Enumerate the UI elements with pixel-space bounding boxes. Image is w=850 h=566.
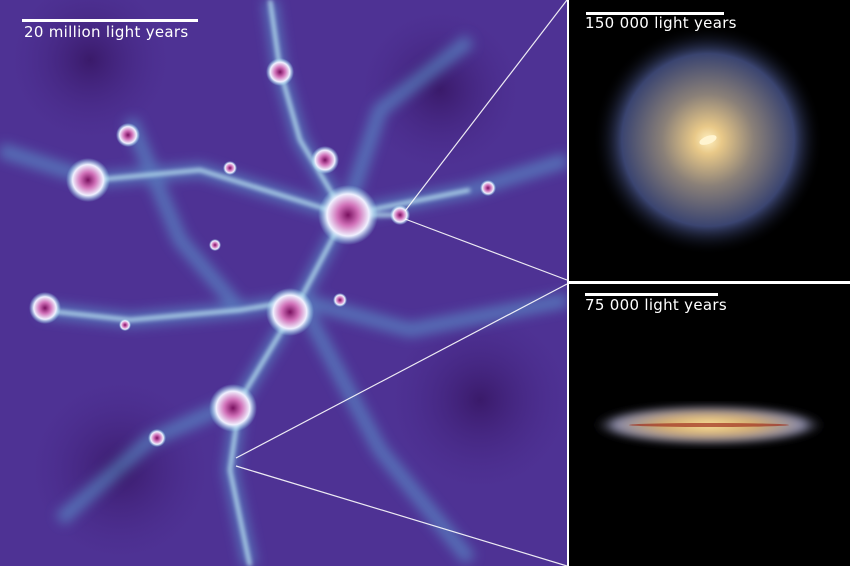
scale-bar [586,12,724,15]
edge-on-galaxy-image [591,405,827,445]
scale-label: 75 000 light years [585,296,727,314]
scale-label: 150 000 light years [585,14,737,32]
cosmic-web-image [0,0,567,566]
face-on-galaxy-image [593,25,823,255]
zoom-line [235,465,568,566]
edge-on-galaxy-panel: 75 000 light years [569,284,850,566]
cosmic-web-panel: 20 million light years [0,0,567,566]
scale-bar [585,293,718,296]
scale-bar [22,19,198,22]
zoom-line [404,218,568,281]
zoom-line [404,0,568,212]
scale-label: 20 million light years [24,23,189,41]
zoom-line [235,283,568,459]
face-on-galaxy-panel: 150 000 light years [569,0,850,281]
